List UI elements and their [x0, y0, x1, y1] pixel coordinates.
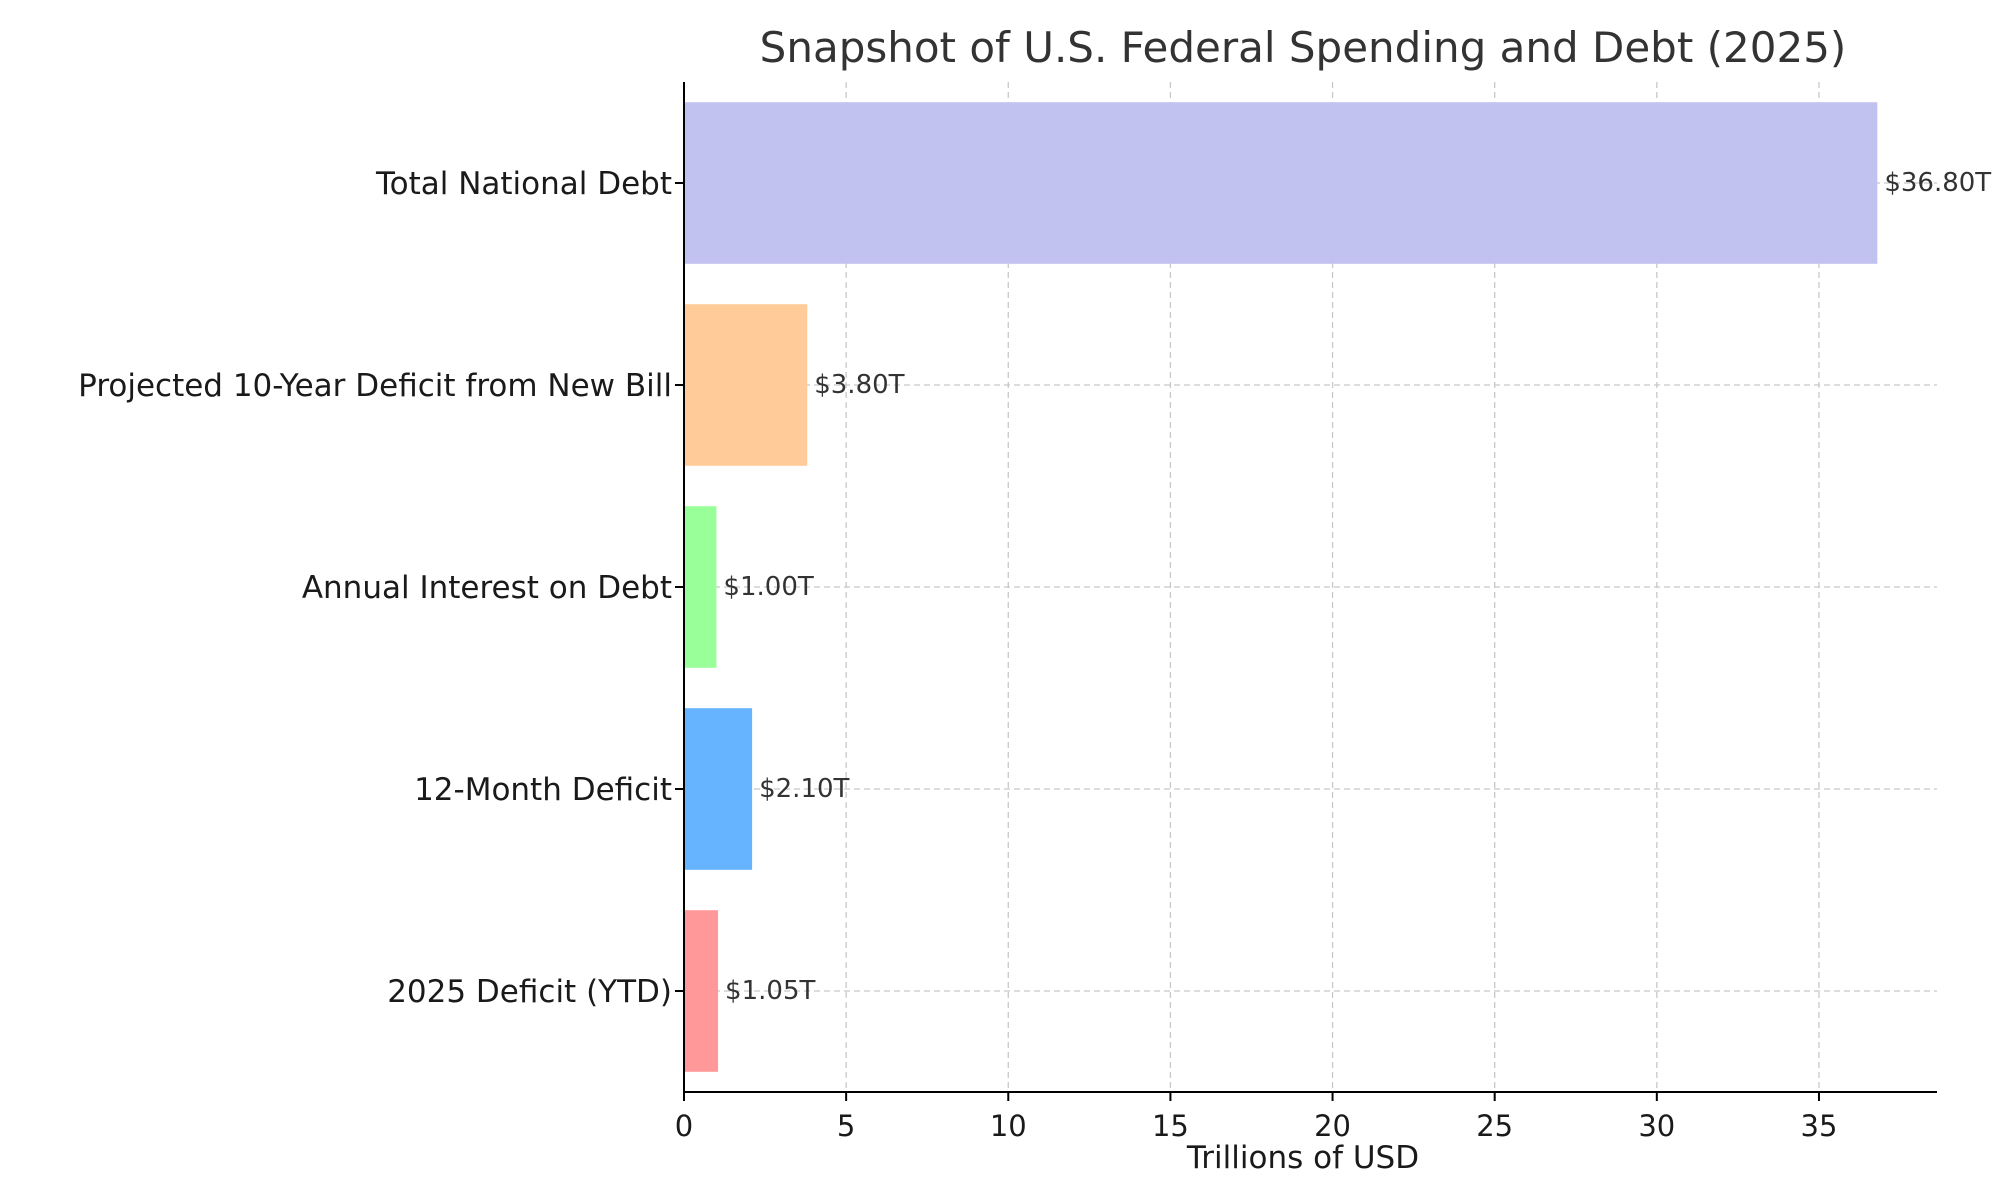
- bar: [684, 304, 808, 466]
- category-label: Total National Debt: [375, 166, 672, 202]
- bar: [684, 506, 717, 668]
- x-tick-label: 15: [1152, 1109, 1189, 1143]
- value-label: $2.10T: [759, 774, 849, 804]
- x-tick-label: 10: [990, 1109, 1027, 1143]
- x-tick-label: 25: [1476, 1109, 1513, 1143]
- labels: 0 5 10 15 20 25 30 35 Total National Debt $36.80T…: [78, 166, 1991, 1143]
- value-label: $1.05T: [725, 976, 815, 1006]
- category-label: 2025 Deficit (YTD): [387, 974, 672, 1010]
- x-tick-label: 35: [1801, 1109, 1838, 1143]
- bar: [684, 102, 1878, 264]
- value-label: $3.80T: [814, 370, 904, 400]
- axes: [675, 82, 1937, 1101]
- chart-title: Snapshot of U.S. Federal Spending and De…: [760, 23, 1847, 72]
- bar: [684, 910, 719, 1072]
- x-tick-label: 0: [675, 1109, 693, 1143]
- x-tick-label: 5: [837, 1109, 855, 1143]
- value-label: $1.00T: [723, 572, 813, 602]
- x-tick-label: 20: [1314, 1109, 1351, 1143]
- bar: [684, 708, 753, 870]
- x-axis-label: Trillions of USD: [1186, 1140, 1419, 1176]
- category-label: 12-Month Deficit: [414, 772, 672, 808]
- category-label: Projected 10-Year Deficit from New Bill: [78, 368, 672, 404]
- x-tick-label: 30: [1638, 1109, 1675, 1143]
- value-label: $36.80T: [1884, 168, 1991, 198]
- category-label: Annual Interest on Debt: [302, 570, 672, 606]
- bars: [684, 102, 1878, 1072]
